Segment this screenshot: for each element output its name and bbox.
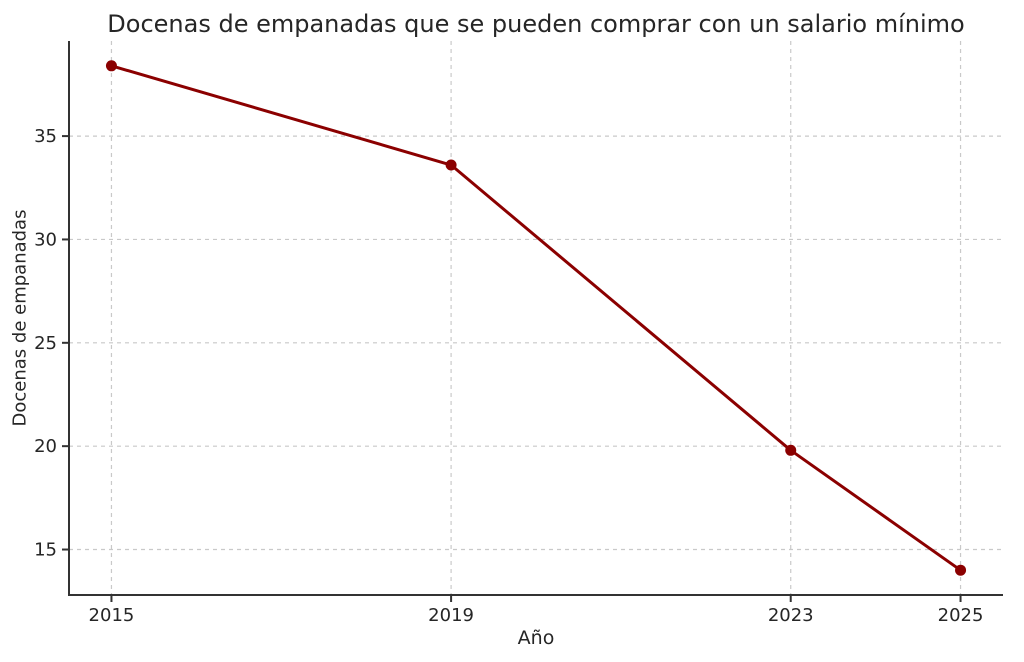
data-point (445, 159, 457, 171)
x-tick-label: 2019 (428, 605, 474, 626)
x-tick-label: 2015 (89, 605, 135, 626)
y-tick-label: 35 (34, 126, 57, 147)
y-tick-label: 15 (34, 540, 57, 561)
x-tick-label: 2023 (768, 605, 814, 626)
data-line (109, 64, 963, 572)
chart-title: Docenas de empanadas que se pueden compr… (107, 10, 965, 38)
y-tick-label: 30 (34, 229, 57, 250)
x-tick-label: 2025 (938, 605, 984, 626)
x-axis-label: Año (517, 627, 555, 649)
y-tick-label: 20 (34, 436, 57, 457)
data-point (105, 60, 117, 72)
data-point (785, 444, 797, 456)
data-point (955, 564, 967, 576)
y-axis-label: Docenas de empanadas (9, 209, 31, 427)
y-tick-label: 25 (34, 333, 57, 354)
